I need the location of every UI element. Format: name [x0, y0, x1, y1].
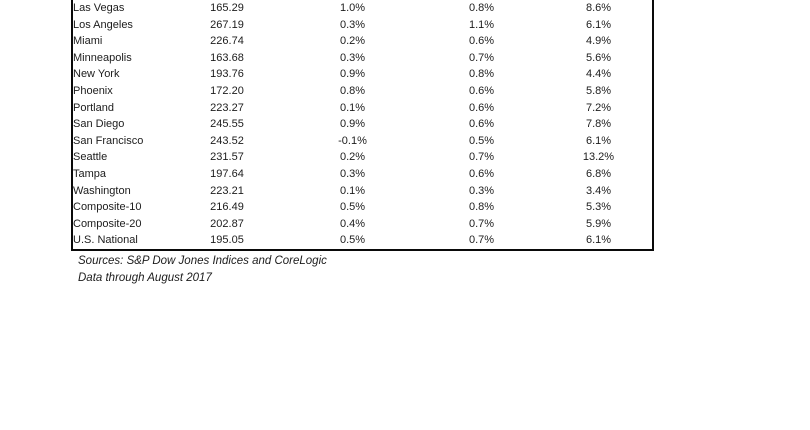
- city-cell: Phoenix: [73, 84, 113, 97]
- value-cell: 4.9%: [585, 35, 612, 48]
- value-cell: 0.3%: [339, 18, 366, 31]
- value-cell: 245.55: [210, 118, 244, 131]
- value-cell: 0.4%: [339, 217, 366, 230]
- city-cell: Composite-20: [73, 217, 142, 230]
- value-cell: 165.29: [210, 2, 244, 14]
- value-cell: 13.2%: [582, 151, 615, 164]
- value-cell: 0.6%: [468, 35, 495, 48]
- value-cell: 7.8%: [585, 118, 612, 131]
- value-cell: 267.19: [210, 18, 244, 31]
- table-row: Phoenix 172.20 0.8% 0.6% 5.8%: [72, 83, 653, 100]
- value-cell: 0.8%: [468, 68, 495, 81]
- value-cell: 0.5%: [339, 201, 366, 214]
- table-row: San Diego 245.55 0.9% 0.6% 7.8%: [72, 116, 653, 133]
- table-row: Composite-20 202.87 0.4% 0.7% 5.9%: [72, 216, 653, 233]
- value-cell: 5.6%: [585, 51, 612, 64]
- table-row: Seattle 231.57 0.2% 0.7% 13.2%: [72, 149, 653, 166]
- value-cell: 231.57: [210, 151, 244, 164]
- value-cell: 0.3%: [339, 51, 366, 64]
- table-body: Las Vegas 165.29 1.0% 0.8% 8.6% Los Angeles 26…: [72, 0, 653, 250]
- value-cell: 172.20: [210, 84, 244, 97]
- city-cell: Minneapolis: [73, 51, 132, 64]
- value-cell: 0.7%: [468, 217, 495, 230]
- value-cell: 163.68: [210, 51, 244, 64]
- table-row: Tampa 197.64 0.3% 0.6% 6.8%: [72, 166, 653, 183]
- value-cell: 0.3%: [339, 167, 366, 180]
- city-cell: Portland: [73, 101, 114, 114]
- value-cell: 223.21: [210, 184, 244, 197]
- value-cell: 5.9%: [585, 217, 612, 230]
- city-cell: New York: [73, 68, 120, 81]
- value-cell: 6.1%: [585, 234, 612, 247]
- city-cell: Seattle: [73, 151, 108, 164]
- value-cell: 5.8%: [585, 84, 612, 97]
- table-row: Minneapolis 163.68 0.3% 0.7% 5.6%: [72, 50, 653, 67]
- value-cell: 6.1%: [585, 18, 612, 31]
- city-cell: Miami: [73, 35, 103, 48]
- city-cell: San Diego: [73, 118, 125, 131]
- table-row: San Francisco 243.52 -0.1% 0.5% 6.1%: [72, 133, 653, 150]
- value-cell: 0.6%: [468, 167, 495, 180]
- value-cell: 0.2%: [339, 35, 366, 48]
- home-price-index-table: Las Vegas 165.29 1.0% 0.8% 8.6% Los Angeles 26…: [71, 0, 654, 251]
- value-cell: 0.7%: [468, 234, 495, 247]
- value-cell: 5.3%: [585, 201, 612, 214]
- table-row: Composite-10 216.49 0.5% 0.8% 5.3%: [72, 199, 653, 216]
- value-cell: 0.6%: [468, 101, 495, 114]
- value-cell: 8.6%: [585, 2, 612, 14]
- value-cell: 0.6%: [468, 118, 495, 131]
- table-row: Portland 223.27 0.1% 0.6% 7.2%: [72, 100, 653, 117]
- city-cell: Los Angeles: [73, 18, 133, 31]
- value-cell: 202.87: [210, 217, 244, 230]
- table-row: Washington 223.21 0.1% 0.3% 3.4%: [72, 183, 653, 200]
- table-row: New York 193.76 0.9% 0.8% 4.4%: [72, 66, 653, 83]
- sources-note: Sources: S&P Dow Jones Indices and CoreL…: [78, 255, 327, 267]
- value-cell: -0.1%: [338, 134, 367, 147]
- value-cell: 0.1%: [339, 101, 366, 114]
- city-cell: Washington: [73, 184, 131, 197]
- city-cell: U.S. National: [73, 234, 138, 247]
- table-row: Miami 226.74 0.2% 0.6% 4.9%: [72, 33, 653, 50]
- value-cell: 6.1%: [585, 134, 612, 147]
- value-cell: 0.2%: [339, 151, 366, 164]
- city-cell: Composite-10: [73, 201, 142, 214]
- value-cell: 0.6%: [468, 84, 495, 97]
- value-cell: 193.76: [210, 68, 244, 81]
- value-cell: 243.52: [210, 134, 244, 147]
- value-cell: 226.74: [210, 35, 244, 48]
- value-cell: 197.64: [210, 167, 244, 180]
- value-cell: 216.49: [210, 201, 244, 214]
- table-footnotes: Sources: S&P Dow Jones Indices and CoreL…: [78, 253, 327, 286]
- value-cell: 0.8%: [339, 84, 366, 97]
- table-row: U.S. National 195.05 0.5% 0.7% 6.1%: [72, 232, 653, 250]
- value-cell: 1.1%: [468, 18, 495, 31]
- value-cell: 0.1%: [339, 184, 366, 197]
- value-cell: 0.9%: [339, 68, 366, 81]
- value-cell: 0.8%: [468, 201, 495, 214]
- data-through-note: Data through August 2017: [78, 271, 212, 284]
- value-cell: 195.05: [210, 234, 244, 247]
- value-cell: 0.5%: [339, 234, 366, 247]
- value-cell: 0.8%: [468, 2, 495, 14]
- value-cell: 0.7%: [468, 151, 495, 164]
- value-cell: 6.8%: [585, 167, 612, 180]
- city-cell: Las Vegas: [73, 2, 125, 14]
- table-row: Las Vegas 165.29 1.0% 0.8% 8.6%: [72, 0, 653, 17]
- value-cell: 4.4%: [585, 68, 612, 81]
- value-cell: 3.4%: [585, 184, 612, 197]
- value-cell: 0.7%: [468, 51, 495, 64]
- value-cell: 1.0%: [339, 2, 366, 14]
- city-cell: Tampa: [73, 167, 107, 180]
- value-cell: 0.9%: [339, 118, 366, 131]
- value-cell: 223.27: [210, 101, 244, 114]
- city-cell: San Francisco: [73, 134, 144, 147]
- value-cell: 0.3%: [468, 184, 495, 197]
- value-cell: 0.5%: [468, 134, 495, 147]
- value-cell: 7.2%: [585, 101, 612, 114]
- table-row: Los Angeles 267.19 0.3% 1.1% 6.1%: [72, 17, 653, 34]
